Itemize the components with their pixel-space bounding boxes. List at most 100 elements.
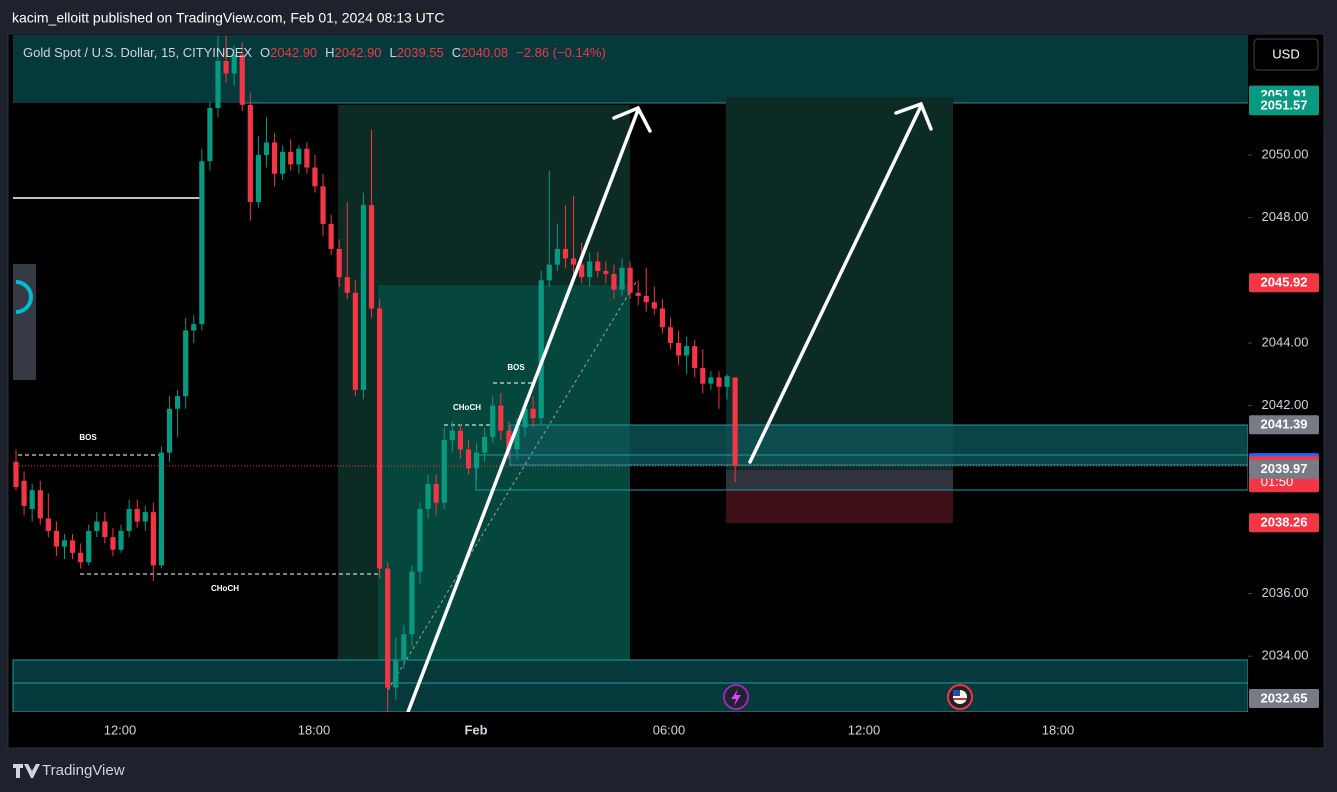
candle-body	[385, 568, 391, 688]
price-label: 2045.92	[1261, 275, 1308, 290]
candle-body	[175, 396, 181, 409]
price-label-bg	[1249, 415, 1319, 435]
legend-text: Gold Spot / U.S. Dollar, 15, CITYINDEX O 2…	[23, 45, 606, 60]
candle-body	[667, 327, 674, 343]
candle-body	[296, 148, 302, 165]
legend-value: 2039.55	[397, 45, 444, 60]
candle-body	[13, 462, 19, 488]
annotation: CHoCH	[453, 403, 481, 412]
candle-body	[53, 530, 59, 547]
price-label: 2038.26	[1261, 515, 1308, 530]
candle-body	[247, 104, 253, 202]
candle-body	[659, 308, 665, 328]
candle-body	[603, 270, 609, 275]
candle-body	[595, 261, 601, 271]
currency-label: USD	[1272, 46, 1299, 61]
brand-logo	[13, 764, 40, 778]
candle-body	[126, 508, 132, 531]
side-widget-icon	[15, 280, 33, 314]
candle-body	[514, 427, 520, 450]
long-position-stop	[726, 490, 953, 523]
candle-body	[732, 377, 738, 466]
candle-body	[465, 449, 472, 469]
candle-body	[336, 248, 342, 278]
candle-body	[393, 659, 399, 688]
price-axis	[1248, 35, 1323, 747]
legend-key: L	[390, 45, 397, 60]
candle-body	[619, 267, 625, 290]
candle-body	[61, 540, 68, 547]
candle-body	[449, 430, 455, 441]
drawings	[12, 35, 1249, 713]
candle-body	[288, 151, 294, 165]
candle-body	[546, 264, 552, 281]
y-tick-label: 2034.00	[1262, 648, 1309, 663]
candle-body	[506, 430, 512, 450]
candle-body	[579, 264, 585, 278]
y-tick-label: 2050.00	[1262, 146, 1309, 161]
candle-body	[684, 346, 690, 356]
price-label: 2039.97	[1261, 461, 1308, 476]
candle-body	[183, 330, 189, 397]
candle-body	[360, 205, 367, 390]
trend-line	[387, 281, 637, 691]
y-tick-label: 2042.00	[1262, 397, 1309, 412]
y-tick-label: 2048.00	[1262, 209, 1309, 224]
legend: Gold Spot / U.S. Dollar, 15, CITYINDEX O 2…	[23, 45, 606, 60]
candle-body	[239, 54, 245, 105]
arrow-head	[894, 101, 933, 131]
flag-icon	[953, 690, 960, 696]
candle-body	[78, 552, 84, 563]
long-position-target	[726, 97, 953, 470]
candle-body	[312, 167, 318, 187]
candle-body	[21, 480, 27, 506]
overlay: BOS CHoCH CHoCH BOS	[79, 101, 973, 714]
arrow-head	[612, 105, 652, 133]
candle-body	[651, 302, 657, 309]
long-position-stop	[726, 470, 953, 490]
candle-body	[530, 408, 536, 419]
x-tick-label: Feb	[464, 722, 487, 737]
candle-body	[110, 537, 116, 550]
long-position-target	[378, 285, 630, 700]
candles	[13, 35, 738, 713]
brand: TradingView	[42, 762, 125, 779]
legend-value: 2040.08	[461, 45, 508, 60]
legend-symbol: Gold Spot / U.S. Dollar, 15, CITYINDEX	[23, 45, 252, 60]
candle-body	[587, 261, 593, 278]
chart-frame	[7, 33, 1325, 749]
candle-body	[635, 292, 641, 296]
candle-body	[166, 408, 173, 453]
candle-body	[490, 405, 496, 437]
candle-body	[328, 223, 334, 249]
candle-body	[150, 512, 156, 566]
price-label: 2032.65	[1261, 690, 1308, 705]
candle-body	[255, 154, 261, 202]
arrow	[748, 101, 933, 464]
candle-body	[191, 324, 197, 331]
candle-body	[554, 248, 560, 265]
candle-body	[37, 490, 43, 519]
candle-body	[716, 377, 722, 387]
candle-body	[457, 430, 463, 450]
y-tick-label: 2044.00	[1262, 334, 1309, 349]
candle-body	[473, 452, 480, 469]
candle-body	[538, 280, 544, 419]
candle-body	[498, 405, 504, 431]
candle-body	[263, 142, 270, 155]
legend-change: −2.86 (−0.14%)	[516, 45, 606, 60]
price-label-bg	[1249, 273, 1319, 293]
candle-body	[675, 342, 682, 356]
candle-body	[611, 274, 617, 290]
candle-body	[69, 540, 76, 553]
candle-body	[86, 530, 92, 563]
candle-body	[724, 376, 730, 387]
candle-body	[158, 452, 165, 566]
candle-body	[231, 54, 237, 74]
arrow	[406, 105, 652, 714]
time-axis	[13, 712, 1248, 747]
legend-key: O	[260, 45, 270, 60]
candle-body	[401, 634, 407, 660]
zone-bottom	[12, 659, 1249, 713]
currency-button[interactable]	[1253, 38, 1319, 71]
